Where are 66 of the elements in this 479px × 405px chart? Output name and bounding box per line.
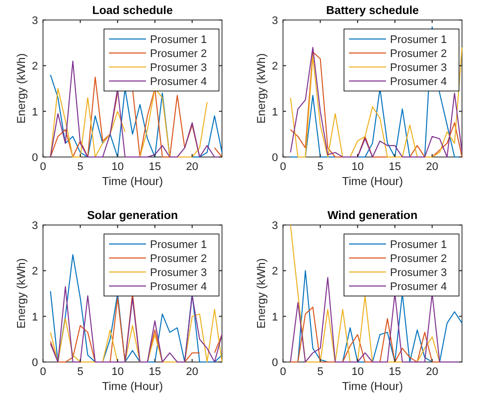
x-tick-label: 5	[317, 161, 324, 173]
legend-label: Prosumer 1	[390, 34, 447, 46]
x-tick-label: 0	[280, 366, 286, 378]
x-tick-label: 20	[426, 366, 438, 378]
x-tick-label: 5	[77, 366, 84, 378]
y-axis-title: Energy (kWh)	[16, 258, 28, 329]
x-tick-label: 10	[351, 366, 364, 378]
y-tick-label: 1	[272, 311, 278, 324]
x-axis-title: Time (Hour)	[342, 381, 404, 393]
chart-title: Wind generation	[328, 210, 418, 222]
y-axis-title: Energy (kWh)	[16, 53, 28, 124]
legend-label: Prosumer 3	[150, 62, 207, 74]
y-tick-label: 0	[32, 357, 38, 369]
legend-label: Prosumer 2	[150, 253, 207, 265]
legend-label: Prosumer 3	[390, 62, 447, 74]
x-tick-label: 15	[148, 366, 161, 378]
legend-label: Prosumer 4	[390, 281, 447, 293]
x-axis-title: Time (Hour)	[102, 381, 164, 393]
y-tick-label: 0	[272, 152, 278, 164]
y-tick-label: 1	[272, 106, 278, 118]
y-tick-label: 2	[32, 266, 38, 278]
y-tick-label: 3	[272, 15, 278, 27]
legend-label: Prosumer 1	[390, 239, 447, 251]
y-tick-label: 3	[272, 220, 278, 232]
x-tick-label: 0	[40, 161, 46, 173]
legend-label: Prosumer 2	[390, 48, 447, 60]
y-tick-label: 0	[272, 357, 278, 369]
y-tick-label: 0	[32, 152, 38, 164]
chart-title: Solar generation	[87, 210, 178, 222]
y-axis-title: Energy (kWh)	[256, 258, 268, 329]
y-tick-label: 2	[32, 60, 38, 73]
y-tick-label: 2	[272, 266, 278, 278]
x-axis-title: Time (Hour)	[342, 176, 404, 188]
x-tick-label: 20	[186, 161, 198, 173]
y-axis-title: Energy (kWh)	[256, 53, 268, 124]
legend-label: Prosumer 4	[390, 76, 447, 88]
x-tick-label: 0	[280, 161, 286, 173]
legend-label: Prosumer 3	[390, 267, 447, 279]
y-tick-label: 3	[32, 220, 38, 232]
chart-title: Load schedule	[92, 5, 173, 17]
y-tick-label: 3	[32, 15, 38, 27]
legend-label: Prosumer 1	[150, 34, 207, 46]
x-tick-label: 5	[317, 366, 324, 378]
x-tick-label: 20	[426, 161, 438, 173]
legend-label: Prosumer 3	[150, 267, 207, 279]
x-tick-label: 15	[388, 161, 401, 173]
legend-label: Prosumer 1	[150, 239, 207, 251]
x-tick-label: 10	[111, 161, 124, 173]
x-tick-label: 5	[77, 161, 84, 173]
y-tick-label: 1	[32, 106, 38, 118]
x-tick-label: 15	[388, 366, 401, 378]
chart-title: Battery schedule	[326, 5, 419, 17]
x-tick-label: 15	[148, 161, 161, 173]
legend-label: Prosumer 2	[150, 48, 207, 60]
legend-label: Prosumer 4	[150, 76, 207, 88]
x-axis-title: Time (Hour)	[102, 176, 164, 188]
y-tick-label: 1	[32, 311, 38, 324]
y-tick-label: 2	[272, 60, 278, 73]
line-series	[50, 254, 222, 362]
legend-label: Prosumer 2	[390, 253, 447, 265]
x-tick-label: 10	[111, 366, 124, 378]
x-tick-label: 0	[40, 366, 46, 378]
line-series	[50, 308, 222, 362]
legend-label: Prosumer 4	[150, 281, 207, 293]
x-tick-label: 10	[351, 161, 364, 173]
x-tick-label: 20	[186, 366, 198, 378]
